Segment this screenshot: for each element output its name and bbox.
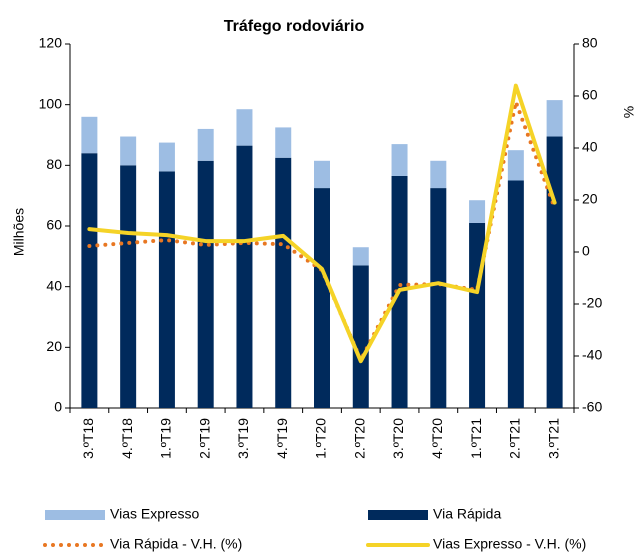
bar bbox=[469, 222, 486, 408]
bar bbox=[546, 136, 563, 408]
x-tick-label: 4.ºT18 bbox=[119, 418, 135, 459]
legend-label: Vias Expresso - V.H. (%) bbox=[433, 536, 586, 552]
bar bbox=[507, 180, 524, 408]
x-tick-label: 4.ºT19 bbox=[274, 418, 290, 459]
y2-axis-label: % bbox=[621, 106, 637, 118]
bar bbox=[352, 265, 369, 408]
bar bbox=[236, 145, 253, 408]
y-axis-label: Milhões bbox=[11, 208, 27, 256]
y2-tick-label: 0 bbox=[582, 243, 590, 259]
bar bbox=[391, 144, 408, 176]
x-tick-label: 2.ºT19 bbox=[196, 418, 212, 459]
bar bbox=[430, 160, 447, 189]
bar bbox=[546, 100, 563, 137]
bar bbox=[81, 116, 98, 154]
y-tick-label: 40 bbox=[46, 277, 62, 293]
bar bbox=[469, 200, 486, 223]
y2-tick-label: -20 bbox=[582, 295, 602, 311]
bar bbox=[236, 109, 253, 146]
y-tick-label: 80 bbox=[46, 156, 62, 172]
bar bbox=[507, 150, 524, 181]
x-tick-label: 1.ºT19 bbox=[158, 418, 174, 459]
x-tick-label: 1.ºT20 bbox=[313, 418, 329, 459]
bar bbox=[352, 247, 369, 266]
bar bbox=[197, 128, 214, 161]
y-tick-label: 100 bbox=[39, 95, 63, 111]
x-tick-label: 3.ºT21 bbox=[545, 418, 561, 459]
bar bbox=[81, 153, 98, 408]
x-tick-label: 3.ºT19 bbox=[235, 418, 251, 459]
y2-tick-label: -60 bbox=[582, 399, 602, 415]
x-tick-label: 2.ºT20 bbox=[351, 418, 367, 459]
y-tick-label: 0 bbox=[54, 399, 62, 415]
y2-tick-label: 60 bbox=[582, 87, 598, 103]
y2-tick-label: 20 bbox=[582, 191, 598, 207]
bar bbox=[158, 142, 175, 172]
x-tick-label: 4.ºT20 bbox=[429, 418, 445, 459]
legend-label: Via Rápida bbox=[433, 506, 501, 522]
legend-swatch bbox=[368, 510, 428, 520]
x-tick-label: 3.ºT18 bbox=[80, 418, 96, 459]
bar bbox=[197, 160, 214, 408]
y2-tick-label: 80 bbox=[582, 35, 598, 51]
bar bbox=[158, 171, 175, 408]
y-tick-label: 120 bbox=[39, 35, 63, 51]
line-series bbox=[87, 83, 557, 364]
y-tick-label: 60 bbox=[46, 217, 62, 233]
bar bbox=[275, 157, 292, 408]
y-tick-label: 20 bbox=[46, 338, 62, 354]
y2-tick-label: -40 bbox=[582, 347, 602, 363]
legend-label: Via Rápida - V.H. (%) bbox=[110, 536, 242, 552]
x-tick-label: 3.ºT20 bbox=[390, 418, 406, 459]
bar bbox=[314, 188, 330, 408]
bar bbox=[120, 165, 137, 408]
x-tick-label: 1.ºT21 bbox=[468, 418, 484, 459]
bar bbox=[314, 160, 330, 189]
bar bbox=[275, 127, 292, 158]
legend-label: Vias Expresso bbox=[110, 506, 199, 522]
y2-tick-label: 40 bbox=[582, 139, 598, 155]
bar bbox=[120, 136, 137, 166]
chart-title: Tráfego rodoviário bbox=[224, 18, 365, 35]
bar bbox=[430, 188, 447, 408]
x-tick-label: 2.ºT21 bbox=[507, 418, 523, 459]
legend-swatch bbox=[45, 510, 105, 520]
